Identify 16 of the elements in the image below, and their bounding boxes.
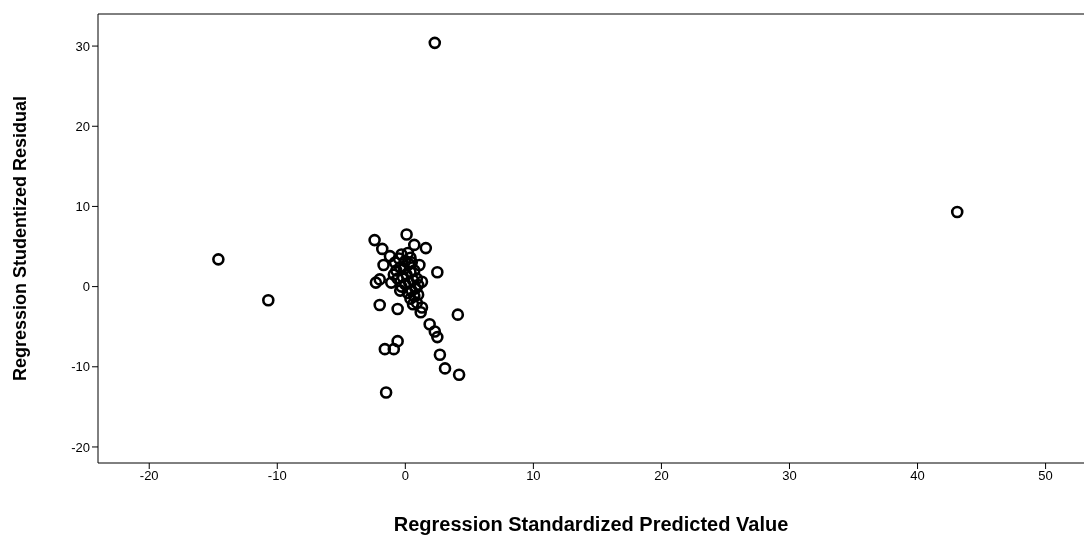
x-tick-label: 40 — [910, 468, 925, 484]
x-tick-label: 50 — [1038, 468, 1053, 484]
x-tick-label: -20 — [139, 468, 159, 484]
y-tick-label: 30 — [75, 38, 90, 54]
x-tick-label: 30 — [782, 468, 797, 484]
y-tick-label: -20 — [71, 439, 90, 455]
y-tick-label: 0 — [82, 279, 90, 295]
y-tick-label: -10 — [71, 359, 90, 375]
x-tick-label: 0 — [401, 468, 409, 484]
y-axis-title: Regression Studentized Residual — [10, 95, 31, 382]
x-tick-label: 10 — [526, 468, 541, 484]
y-tick-label: 20 — [75, 118, 90, 134]
y-tick-label: 10 — [75, 199, 90, 215]
x-axis-title: Regression Standardized Predicted Value — [393, 513, 789, 535]
x-tick-label: 20 — [654, 468, 669, 484]
x-tick-label: -10 — [267, 468, 287, 484]
